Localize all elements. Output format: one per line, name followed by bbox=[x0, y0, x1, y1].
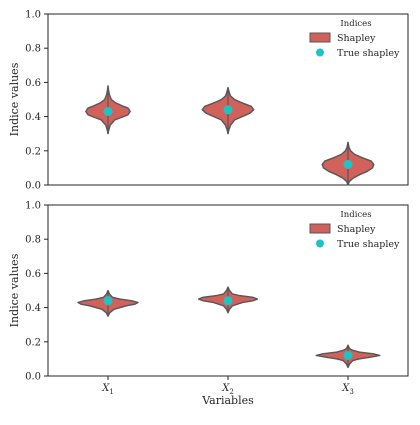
y-tick-label: 0.4 bbox=[25, 303, 41, 314]
y-tick-label: 0.2 bbox=[25, 146, 41, 157]
legend: Indices Shapley True shapley bbox=[309, 19, 400, 59]
legend: Indices Shapley True shapley bbox=[309, 210, 400, 250]
legend-title: Indices bbox=[340, 19, 371, 29]
legend-entry-label: True shapley bbox=[337, 239, 400, 250]
legend-entry-label: True shapley bbox=[337, 48, 400, 59]
legend-marker-true-shapley bbox=[316, 239, 324, 248]
y-tick-label: 0.0 bbox=[25, 181, 41, 192]
legend-swatch-shapley bbox=[309, 32, 331, 43]
x-tick-label: X1 bbox=[101, 383, 114, 396]
true-shapley-marker-X2 bbox=[223, 296, 233, 306]
legend-swatch-shapley bbox=[309, 223, 331, 234]
y-tick-label: 0.2 bbox=[25, 337, 41, 348]
true-shapley-marker-X1 bbox=[103, 106, 113, 116]
legend-marker-true-shapley bbox=[316, 48, 324, 57]
y-tick-label: 0.0 bbox=[25, 372, 41, 383]
legend-entry-label: Shapley bbox=[337, 224, 376, 235]
y-tick-label: 0.8 bbox=[25, 235, 41, 246]
y-tick-label: 0.8 bbox=[25, 44, 41, 55]
y-tick-label: 0.6 bbox=[25, 269, 41, 280]
y-tick-label: 1.0 bbox=[25, 201, 41, 212]
chart-panel-2: 0.0 0.2 0.4 0.6 0.8 1.0 Indice values Variables… bbox=[8, 201, 409, 407]
x-tick-label: X2 bbox=[221, 383, 234, 396]
true-shapley-marker-X3 bbox=[343, 350, 353, 360]
y-tick-label: 0.4 bbox=[25, 112, 41, 123]
legend-title: Indices bbox=[340, 210, 371, 220]
true-shapley-marker-X3 bbox=[343, 159, 353, 169]
legend-entry-label: Shapley bbox=[337, 33, 376, 44]
x-tick-label: X3 bbox=[341, 383, 354, 396]
y-axis-label: Indice values bbox=[8, 62, 21, 136]
y-tick-label: 0.6 bbox=[25, 78, 41, 89]
true-shapley-marker-X1 bbox=[103, 296, 113, 306]
true-shapley-marker-X2 bbox=[223, 105, 233, 115]
y-axis-label: Indice values bbox=[8, 253, 21, 327]
y-tick-label: 1.0 bbox=[25, 10, 41, 21]
x-axis-label: Variables bbox=[201, 394, 254, 407]
chart-panel-1: 0.0 0.2 0.4 0.6 0.8 1.0 Indice values Indices Sh… bbox=[8, 10, 409, 192]
